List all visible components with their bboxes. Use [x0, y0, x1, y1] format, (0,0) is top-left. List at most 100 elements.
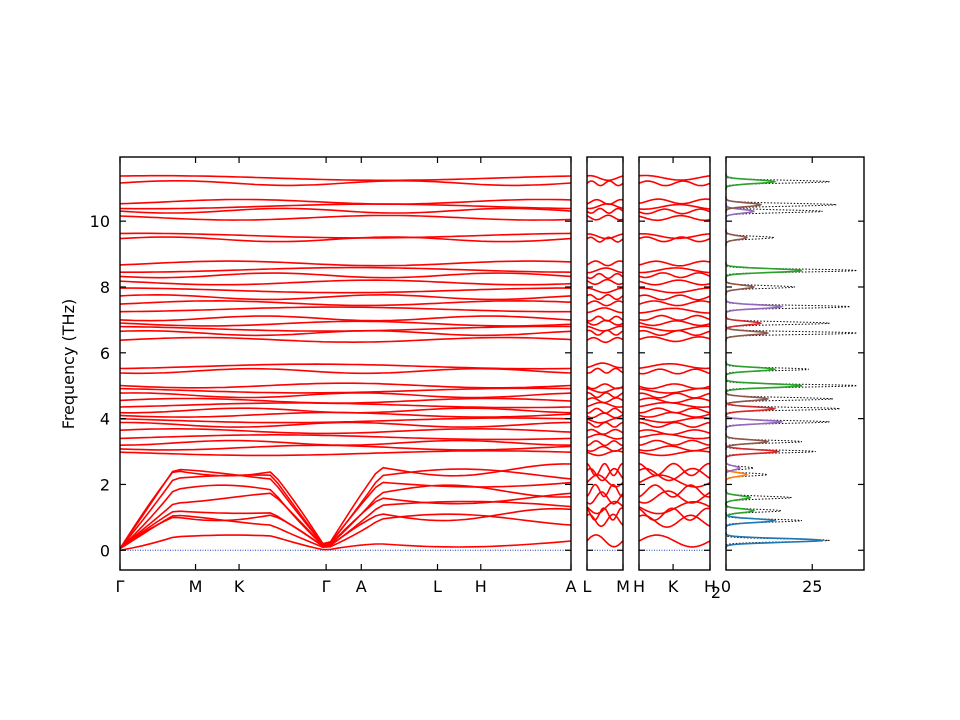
band-line — [119, 207, 572, 214]
band-line — [119, 407, 572, 414]
dos-partial-curve — [725, 203, 756, 220]
band-line — [639, 287, 710, 294]
band-line — [586, 272, 624, 280]
band-line — [638, 208, 711, 215]
band-line — [586, 513, 624, 527]
band-line — [119, 439, 572, 446]
dos-x-tick-label: 0 — [721, 577, 731, 596]
dos-total-curve — [725, 390, 834, 408]
band-line — [638, 407, 711, 414]
band-line — [639, 307, 711, 314]
band-line — [119, 397, 572, 404]
band-line — [119, 279, 572, 286]
x-tick-label: Γ — [322, 577, 331, 596]
band-line — [638, 450, 711, 457]
dos-x-tick-label: 25 — [802, 577, 822, 596]
band-line — [638, 368, 711, 375]
band-line — [119, 260, 572, 267]
band-line — [120, 421, 572, 428]
band-line — [586, 174, 624, 182]
dos-total-curve — [725, 278, 796, 296]
dos-panel: 2 0 25 — [711, 156, 865, 602]
band-line — [586, 300, 624, 307]
dos-partial-curve — [725, 459, 741, 477]
band-line — [638, 429, 711, 436]
band-line — [638, 325, 711, 332]
band-line — [586, 214, 624, 221]
dos-total-curve — [725, 229, 775, 246]
band-line — [586, 180, 624, 187]
band-line — [586, 421, 624, 428]
dos-total-curve — [725, 324, 858, 342]
dos-total-curve — [725, 315, 830, 332]
panel-frame — [638, 156, 711, 571]
dos-total-curve — [725, 361, 809, 378]
dos-partial-curve — [725, 229, 748, 246]
x-tick-label: A — [356, 577, 367, 596]
band-line — [638, 279, 711, 286]
dos-x-tick-label: 2 — [711, 583, 721, 602]
band-line — [638, 272, 711, 279]
band-line — [638, 336, 711, 343]
dos-total-curve — [725, 489, 792, 506]
x-tick-label: K — [668, 577, 679, 596]
band-line — [119, 428, 572, 435]
x-tick-label: H — [633, 577, 645, 596]
band-line — [586, 315, 624, 322]
band-line — [638, 180, 711, 187]
band-line — [119, 534, 572, 552]
dos-partial-curve — [725, 532, 823, 549]
band-line — [639, 233, 711, 240]
band-line — [586, 307, 624, 314]
band-line — [638, 383, 711, 390]
band-line — [638, 416, 711, 424]
dos-total-curve — [725, 173, 830, 190]
x-tick-label: L — [583, 577, 592, 596]
y-tick-label: 2 — [100, 475, 110, 494]
band-line — [119, 294, 572, 301]
band-line — [586, 445, 624, 452]
band-line — [119, 198, 572, 205]
band-line — [119, 382, 572, 389]
dos-total-curve — [725, 443, 816, 460]
band-line — [119, 463, 572, 550]
band-line — [119, 300, 572, 307]
band-line — [638, 260, 711, 267]
band-line — [638, 314, 711, 321]
dos-frame — [725, 156, 865, 571]
x-tick-label: K — [234, 577, 245, 596]
band-line — [586, 392, 624, 399]
band-line — [586, 267, 624, 274]
band-line — [586, 383, 624, 390]
band-line — [638, 300, 711, 307]
band-line — [586, 336, 624, 344]
band-line — [638, 445, 711, 452]
band-line — [638, 214, 711, 222]
dos-partial-curve — [725, 196, 763, 213]
band-line — [119, 392, 572, 399]
band-line — [119, 417, 572, 424]
band-panel-1: Γ M K Γ A L H A 0 2 4 6 8 10 — [90, 156, 577, 596]
dos-partial-curve — [725, 298, 784, 315]
y-tick-label: 8 — [100, 278, 110, 297]
band-line — [119, 367, 572, 375]
band-line — [586, 325, 624, 332]
dos-partial-curve — [725, 512, 777, 529]
dos-total-curve — [725, 377, 858, 394]
panel-frame — [119, 156, 572, 571]
x-tick-label: H — [704, 577, 716, 596]
band-line — [638, 198, 711, 205]
band-line — [119, 174, 572, 182]
band-line — [638, 439, 711, 446]
band-line — [119, 315, 572, 322]
band-line — [638, 392, 711, 399]
dos-partial-curve — [725, 377, 803, 394]
band-line — [639, 421, 711, 428]
dos-total-curve — [725, 400, 840, 417]
x-tick-label: M — [616, 577, 630, 596]
band-line — [119, 320, 572, 327]
panel-frame — [586, 156, 624, 571]
